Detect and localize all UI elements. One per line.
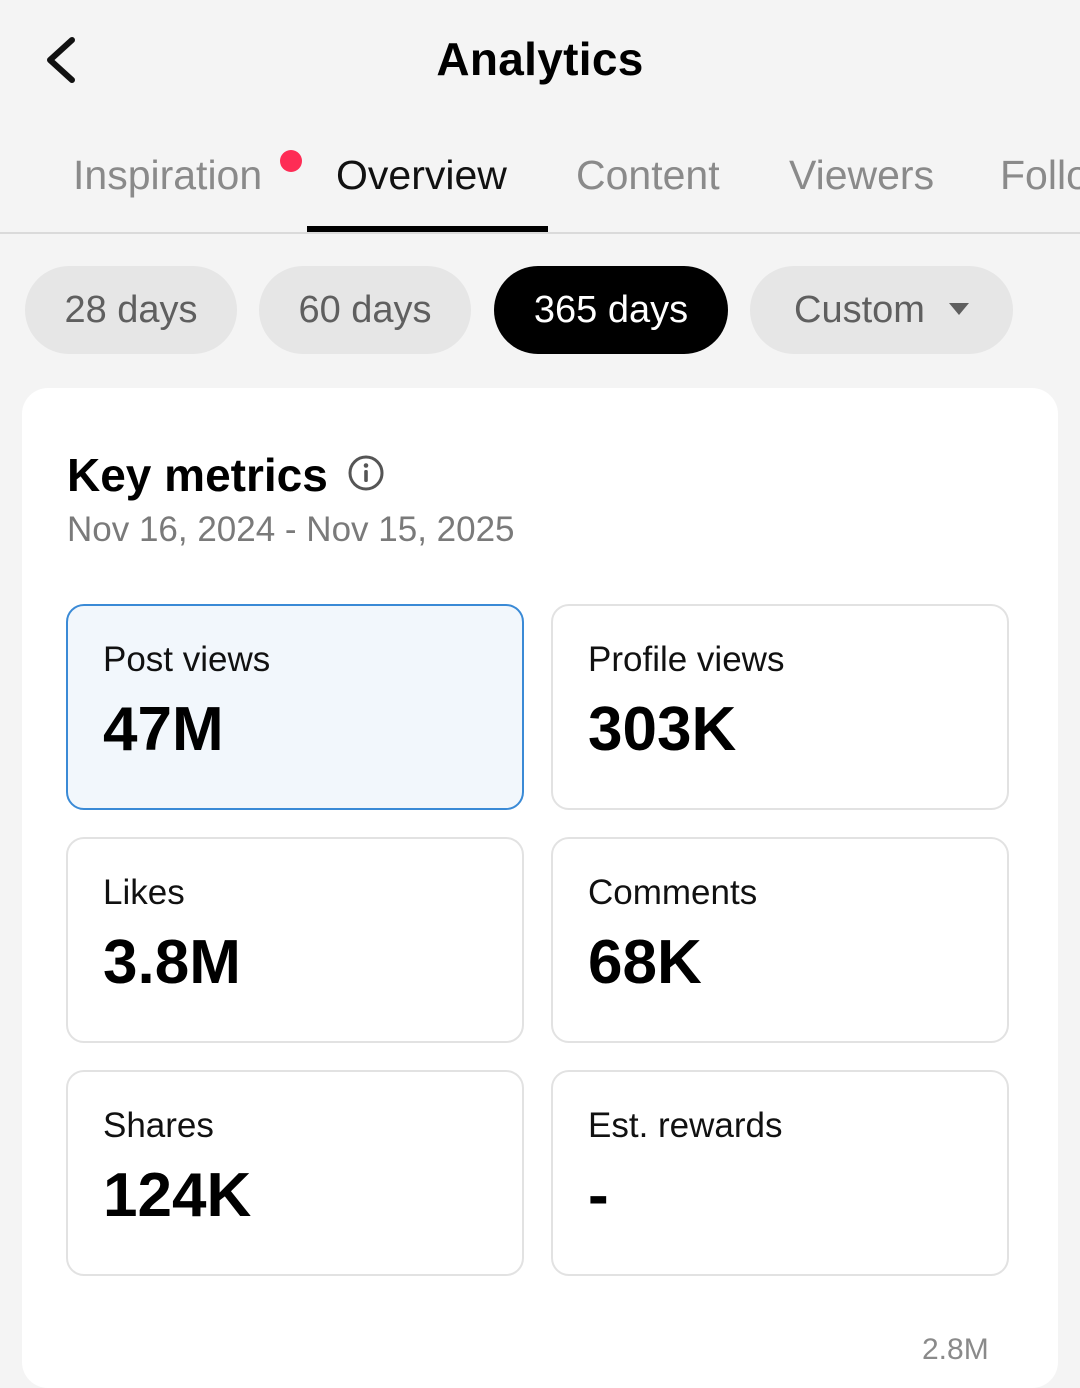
- filter-label: 60 days: [298, 289, 432, 331]
- filter-label: 365 days: [533, 289, 689, 331]
- metric-value: 124K: [103, 1161, 252, 1230]
- metric-value: 47M: [103, 695, 224, 764]
- tab-overview[interactable]: Overview: [336, 152, 507, 198]
- tab-content[interactable]: Content: [576, 152, 720, 198]
- tab-bar: Inspiration Overview Content Viewers Fol…: [0, 130, 1080, 234]
- metric-label: Comments: [588, 873, 758, 912]
- key-metrics-card: Key metrics Nov 16, 2024 - Nov 15, 2025 …: [22, 388, 1058, 1388]
- tab-followers[interactable]: Follo: [1000, 152, 1080, 198]
- notification-dot: [280, 150, 302, 172]
- filter-60-days[interactable]: 60 days: [259, 266, 471, 354]
- filter-custom[interactable]: Custom: [750, 266, 1013, 354]
- chevron-left-icon: [47, 37, 75, 83]
- metric-value: 68K: [588, 928, 702, 997]
- filter-label: 28 days: [64, 289, 198, 331]
- tab-inspiration[interactable]: Inspiration: [73, 152, 263, 198]
- metric-value: 3.8M: [103, 928, 241, 997]
- key-metrics-title: Key metrics: [67, 449, 328, 501]
- metric-label: Profile views: [588, 640, 785, 679]
- back-button[interactable]: [36, 30, 96, 90]
- metric-card-post-views[interactable]: Post views 47M: [66, 604, 524, 810]
- metric-label: Likes: [103, 873, 185, 912]
- metric-label: Est. rewards: [588, 1106, 783, 1145]
- header: Analytics: [0, 0, 1080, 120]
- metric-card-comments[interactable]: Comments 68K: [551, 837, 1009, 1043]
- metric-label: Post views: [103, 640, 271, 679]
- metric-card-est-rewards[interactable]: Est. rewards -: [551, 1070, 1009, 1276]
- metric-value: 303K: [588, 695, 737, 764]
- metric-card-shares[interactable]: Shares 124K: [66, 1070, 524, 1276]
- tab-viewers[interactable]: Viewers: [789, 152, 935, 198]
- active-tab-indicator: [307, 226, 548, 232]
- date-range: Nov 16, 2024 - Nov 15, 2025: [67, 510, 515, 549]
- caret-down-icon: [948, 302, 969, 315]
- chart-axis-label: 2.8M: [922, 1333, 989, 1366]
- metric-card-profile-views[interactable]: Profile views 303K: [551, 604, 1009, 810]
- metric-label: Shares: [103, 1106, 214, 1145]
- info-icon[interactable]: [347, 454, 385, 492]
- metric-card-likes[interactable]: Likes 3.8M: [66, 837, 524, 1043]
- filter-28-days[interactable]: 28 days: [25, 266, 237, 354]
- filter-365-days[interactable]: 365 days: [494, 266, 728, 354]
- filter-label: Custom: [794, 289, 925, 331]
- metric-value: -: [588, 1161, 609, 1230]
- page-title: Analytics: [436, 33, 644, 85]
